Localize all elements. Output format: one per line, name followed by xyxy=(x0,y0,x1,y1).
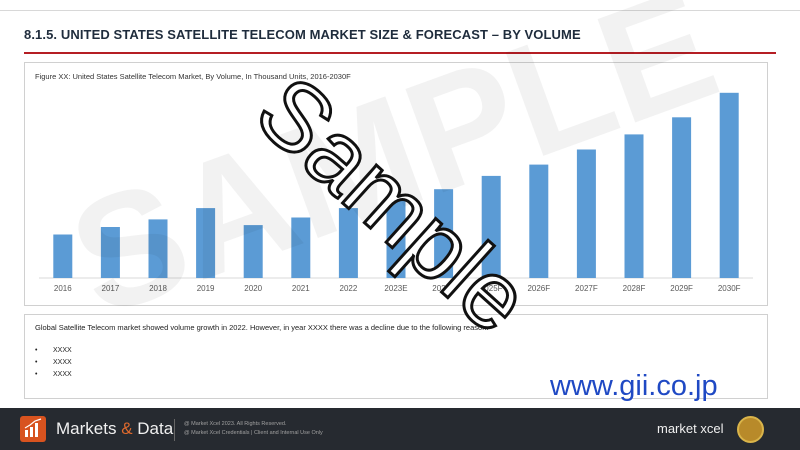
x-tick-label: 2020 xyxy=(244,284,262,293)
x-tick-label: 2018 xyxy=(149,284,167,293)
bar-2023E xyxy=(386,198,406,278)
bar-2022 xyxy=(338,208,358,278)
bar-2016 xyxy=(53,234,73,278)
award-badge-icon xyxy=(737,416,764,443)
page-title: 8.1.5. UNITED STATES SATELLITE TELECOM M… xyxy=(24,27,581,42)
bar-2025F xyxy=(481,175,501,278)
bar-2018 xyxy=(148,219,168,278)
gii-url-watermark: www.gii.co.jp xyxy=(550,370,718,402)
x-tick-label: 2026F xyxy=(527,284,550,293)
top-divider xyxy=(0,10,800,11)
summary-text: Global Satellite Telecom market showed v… xyxy=(35,323,489,332)
markets-and-data-logo: Markets & Data xyxy=(56,419,173,439)
bar-chart: 2016 2017 2018 2019 2020 2021 2022 2023E 2024F 20… xyxy=(39,92,753,293)
x-tick-label: 2027F xyxy=(575,284,598,293)
bar-2020 xyxy=(243,225,263,278)
figure-caption: Figure XX: United States Satellite Telec… xyxy=(35,72,351,81)
x-tick-label: 2028F xyxy=(623,284,646,293)
logo-ampersand: & xyxy=(121,419,133,438)
x-tick-label: 2017 xyxy=(102,284,120,293)
bar-chart-logo-icon xyxy=(20,416,46,442)
bar-2026F xyxy=(529,164,549,278)
copyright-line-2: @ Market Xcel Credentials | Client and I… xyxy=(184,430,323,436)
x-tick-label: 2022 xyxy=(340,284,358,293)
reason-item: XXXX xyxy=(35,357,72,369)
bar-2021 xyxy=(291,217,311,278)
x-tick-label: 2023E xyxy=(384,284,407,293)
bar-2030F xyxy=(719,92,739,278)
reason-item: XXXX xyxy=(35,345,72,357)
bar-2027F xyxy=(576,149,596,278)
x-tick-label: 2019 xyxy=(197,284,215,293)
marketxcel-brand: market xcel xyxy=(657,421,724,436)
bar-2017 xyxy=(100,227,120,278)
title-underline xyxy=(24,52,776,54)
footer-divider xyxy=(174,419,175,441)
x-tick-label: 2025F xyxy=(480,284,503,293)
chart-panel: Figure XX: United States Satellite Telec… xyxy=(24,62,768,306)
x-tick-label: 2030F xyxy=(718,284,741,293)
x-tick-label: 2029F xyxy=(670,284,693,293)
bar-2029F xyxy=(672,117,692,278)
footer-bar: Markets & Data @ Market Xcel 2023. All R… xyxy=(0,408,800,450)
logo-word-data: Data xyxy=(137,419,174,438)
copyright-note: @ Market Xcel 2023. All Rights Reserved.… xyxy=(184,420,323,438)
bar-2019 xyxy=(196,208,216,278)
x-tick-label: 2016 xyxy=(54,284,72,293)
summary-panel: Global Satellite Telecom market showed v… xyxy=(24,314,768,399)
reason-list: XXXX XXXX XXXX xyxy=(35,345,72,381)
x-tick-label: 2021 xyxy=(292,284,310,293)
bar-2028F xyxy=(624,134,644,278)
reason-item: XXXX xyxy=(35,369,72,381)
copyright-line-1: @ Market Xcel 2023. All Rights Reserved. xyxy=(184,421,287,427)
x-tick-label: 2024F xyxy=(432,284,455,293)
logo-word-markets: Markets xyxy=(56,419,117,438)
bar-2024F xyxy=(434,189,454,278)
